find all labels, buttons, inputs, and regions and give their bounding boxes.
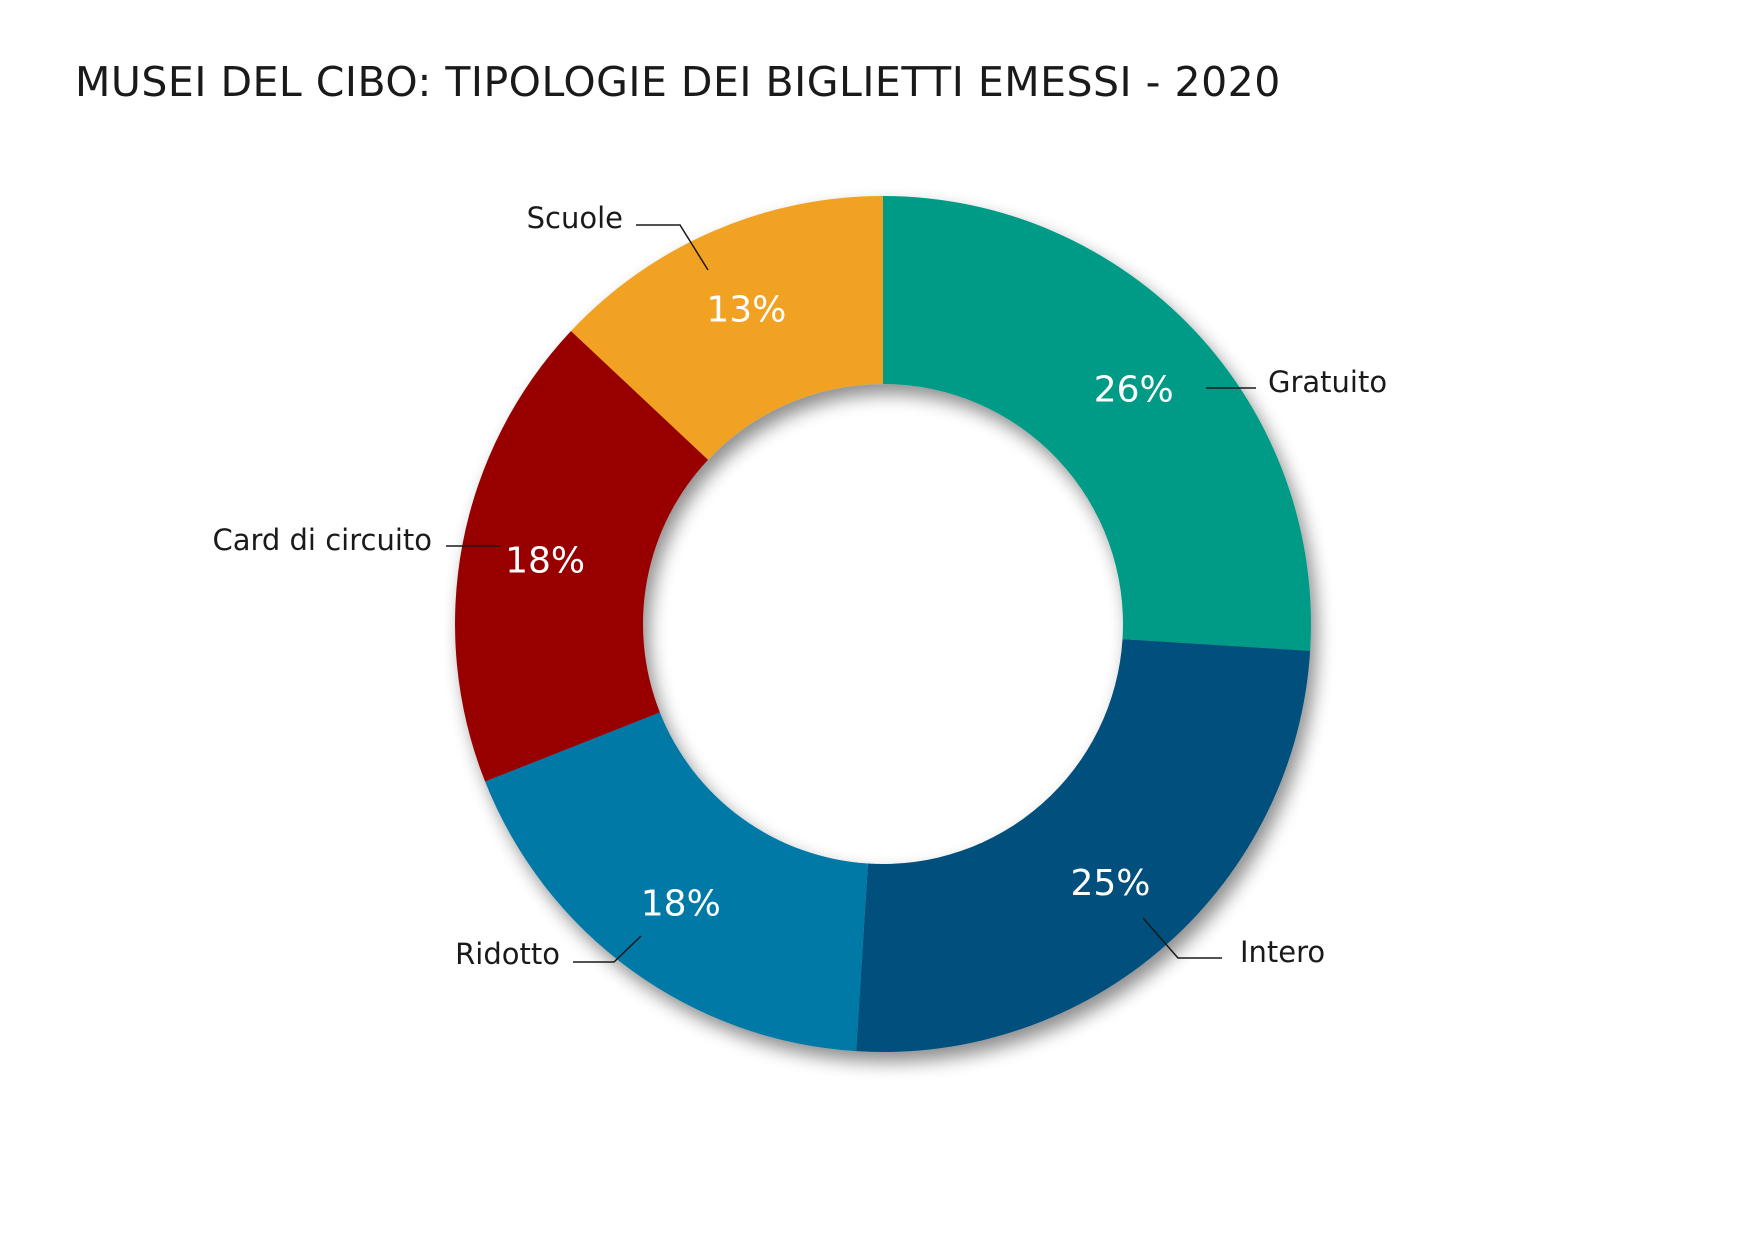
slice-gratuito	[883, 196, 1311, 651]
category-label-card-di-circuito: Card di circuito	[212, 523, 432, 557]
pct-label-scuole: 13%	[706, 289, 786, 330]
pct-label-ridotto: 18%	[641, 883, 721, 924]
pct-label-gratuito: 26%	[1094, 370, 1174, 411]
category-labels: Gratuito Intero Ridotto Card di circuito Scu…	[212, 201, 1387, 971]
pct-label-card-di-circuito: 18%	[505, 541, 585, 582]
pct-label-intero: 25%	[1070, 863, 1150, 904]
leader-line-scuole	[636, 224, 709, 271]
leader-lines	[446, 224, 1256, 963]
slice-ridotto	[485, 712, 868, 1052]
percentage-labels: 26% 25% 18% 18% 13%	[505, 289, 1174, 924]
category-label-intero: Intero	[1240, 935, 1325, 969]
leader-line-ridotto	[573, 935, 642, 963]
leader-line-intero	[1142, 917, 1222, 959]
category-label-scuole: Scuole	[527, 201, 623, 235]
chart-title: MUSEI DEL CIBO: TIPOLOGIE DEI BIGLIETTI …	[75, 58, 1281, 106]
donut-slices	[455, 196, 1311, 1052]
category-label-gratuito: Gratuito	[1268, 365, 1387, 399]
category-label-ridotto: Ridotto	[455, 937, 560, 971]
slice-intero	[856, 639, 1311, 1052]
slice-card-di-circuito	[455, 331, 709, 782]
slice-scuole	[571, 196, 883, 460]
